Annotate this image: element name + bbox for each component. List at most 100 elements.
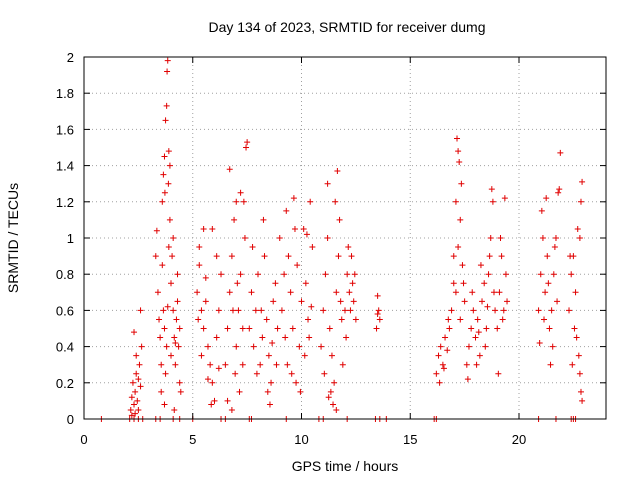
data-point [546, 325, 553, 332]
data-point [156, 316, 163, 323]
data-point [228, 253, 235, 260]
data-point [128, 394, 135, 401]
data-point [173, 316, 180, 323]
data-point [240, 198, 247, 205]
data-point [333, 289, 340, 296]
y-tick-labels: 0 0.2 0.4 0.6 0.8 1 1.2 1.4 1.6 1.8 2 [56, 50, 74, 427]
data-point [128, 412, 135, 419]
data-point [461, 298, 468, 305]
data-point [324, 235, 331, 241]
data-point [456, 158, 463, 165]
data-point [161, 189, 168, 196]
data-point [164, 68, 171, 75]
data-point [303, 231, 310, 238]
data-point [309, 244, 316, 251]
data-point [265, 352, 272, 359]
data-point [568, 271, 575, 278]
data-point [232, 370, 239, 377]
data-point [137, 383, 144, 390]
x-tick-labels: 0 5 10 15 20 [80, 432, 526, 447]
data-point [237, 271, 244, 278]
data-point [257, 361, 264, 368]
data-point [479, 298, 486, 305]
data-point [169, 253, 176, 260]
data-point [224, 397, 231, 404]
data-point [239, 361, 246, 368]
data-point [440, 365, 447, 372]
data-point [338, 316, 345, 323]
data-point [248, 289, 255, 296]
data-point [328, 352, 335, 359]
data-point [452, 198, 459, 205]
data-point [158, 361, 165, 368]
data-point [374, 292, 381, 299]
data-point [375, 307, 382, 314]
data-point [498, 253, 505, 260]
data-point [547, 361, 554, 368]
data-point [342, 307, 348, 314]
data-point [132, 388, 139, 395]
data-point [457, 316, 464, 323]
data-point [133, 352, 140, 359]
data-point [236, 388, 243, 395]
data-point [464, 376, 471, 383]
data-point [455, 244, 462, 251]
data-point [172, 361, 179, 368]
data-point [168, 280, 174, 287]
data-point [157, 334, 164, 341]
data-point [465, 343, 472, 350]
data-point [487, 235, 494, 241]
data-point [490, 289, 497, 296]
data-point [575, 352, 582, 359]
data-point [497, 235, 504, 241]
data-point [283, 207, 290, 214]
data-point [291, 225, 298, 232]
data-point [266, 401, 273, 408]
data-point [135, 376, 142, 383]
data-point [302, 280, 309, 287]
data-point [435, 352, 442, 359]
data-point [196, 262, 203, 269]
data-point [576, 370, 583, 377]
data-point [215, 307, 222, 314]
data-point [472, 334, 479, 341]
data-point [252, 307, 259, 314]
data-point [460, 280, 467, 287]
data-point [272, 280, 279, 287]
data-point [165, 180, 172, 187]
data-point [536, 339, 543, 346]
data-point [171, 406, 178, 413]
data-point [437, 343, 444, 350]
data-point [495, 370, 502, 377]
data-point [550, 271, 557, 278]
data-point [237, 189, 244, 196]
data-point [339, 361, 346, 368]
data-point [233, 343, 240, 350]
data-point [261, 253, 268, 260]
data-point [548, 307, 555, 314]
data-point [448, 307, 455, 314]
data-point [233, 198, 240, 205]
data-point [131, 401, 138, 408]
data-point [551, 244, 558, 251]
x-axis-label: GPS time / hours [292, 458, 399, 474]
data-point [446, 325, 453, 332]
y-tick-label: 1.8 [56, 86, 74, 101]
data-point [132, 410, 139, 417]
data-point [228, 406, 235, 413]
data-point [571, 325, 578, 332]
chart-title: Day 134 of 2023, SRMTID for receiver dum… [208, 19, 485, 35]
data-point [200, 225, 207, 232]
data-point [259, 334, 266, 341]
data-point [544, 253, 551, 260]
data-point [204, 343, 211, 350]
data-point [224, 325, 231, 332]
data-point [333, 406, 340, 413]
data-point [152, 253, 159, 260]
data-point [170, 235, 177, 241]
data-point [135, 406, 142, 413]
x-tick-label: 5 [189, 432, 196, 447]
data-point [170, 307, 177, 314]
data-point [307, 198, 314, 205]
